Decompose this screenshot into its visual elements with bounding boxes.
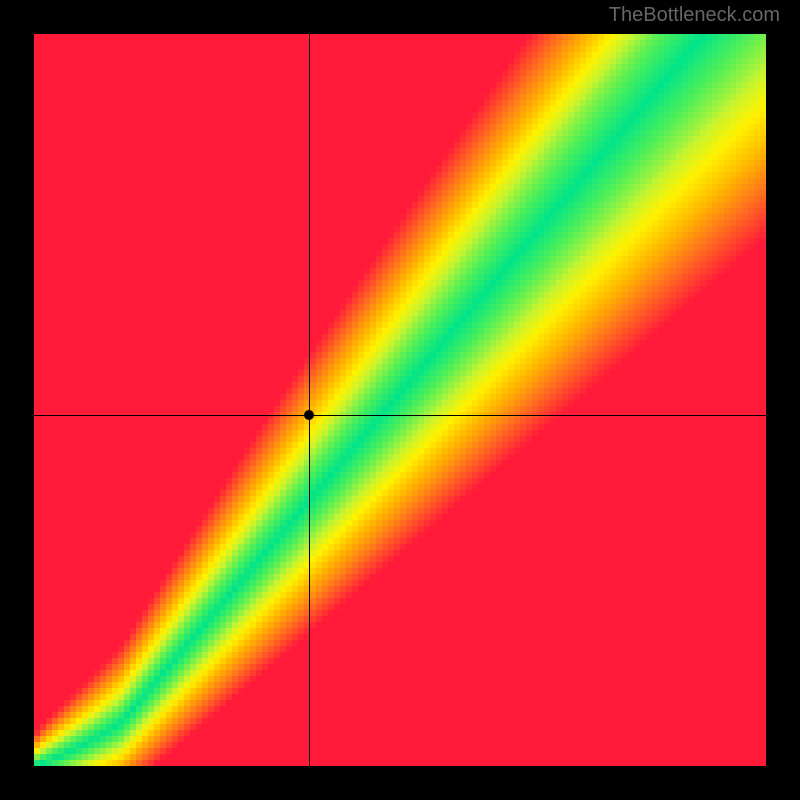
crosshair-horizontal [34,415,766,416]
chart-container: TheBottleneck.com [0,0,800,800]
plot-area [34,34,766,766]
crosshair-marker [304,410,314,420]
heatmap-canvas [34,34,766,766]
watermark-text: TheBottleneck.com [609,4,780,27]
crosshair-vertical [309,34,310,766]
